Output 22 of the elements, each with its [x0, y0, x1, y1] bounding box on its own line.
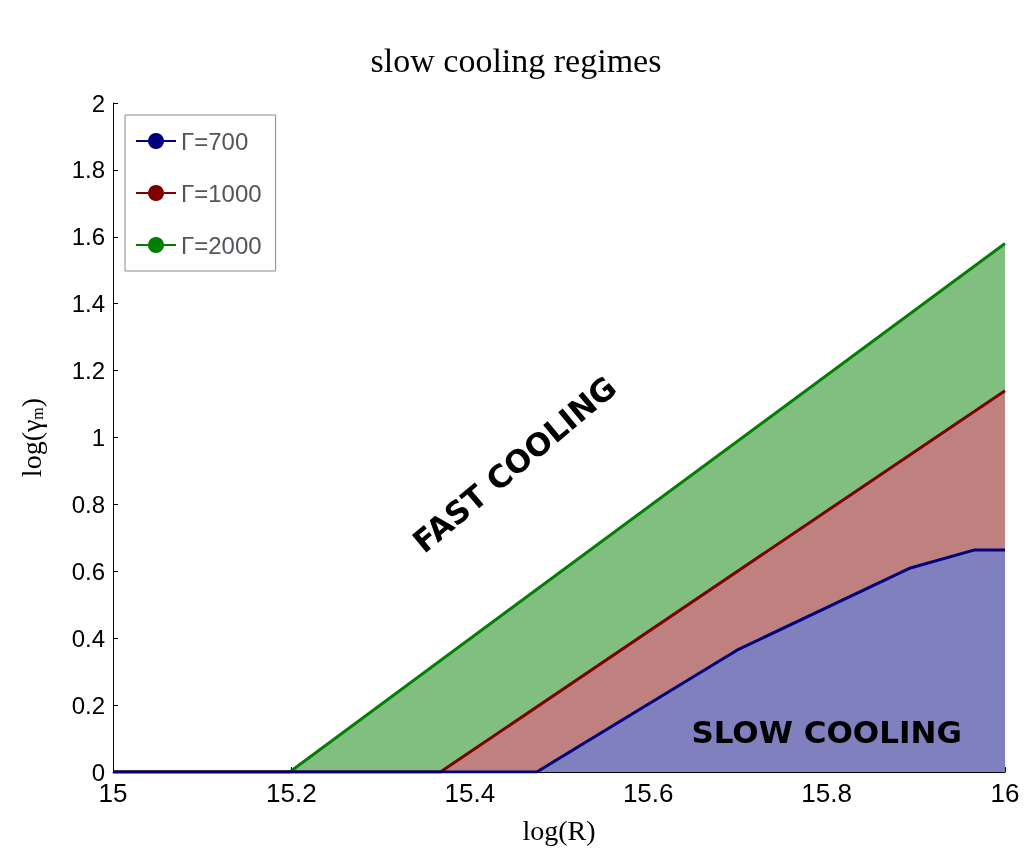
y-tick-label: 0.2: [71, 691, 105, 719]
x-tick-label: 15.4: [444, 778, 496, 808]
y-tick-label: 1.6: [71, 223, 105, 251]
x-tick-label: 15.8: [801, 778, 852, 808]
x-tick-label: 16: [990, 778, 1020, 808]
legend-label: Γ=700: [181, 127, 249, 155]
legend-label: Γ=2000: [181, 231, 262, 259]
y-tick-label: 1.2: [71, 357, 105, 385]
y-tick-label: 0.4: [71, 624, 105, 652]
legend-label: Γ=1000: [181, 179, 262, 207]
y-tick-label: 1.8: [71, 156, 105, 184]
y-tick-label: 0.6: [71, 557, 105, 585]
x-axis-title: log(R): [522, 814, 596, 846]
y-tick-label: 2: [91, 89, 105, 117]
y-axis-title: log(γm): [15, 397, 47, 478]
y-tick-label: 1: [91, 424, 105, 451]
x-tick-label: 15.6: [622, 778, 674, 808]
y-tick-label: 1.4: [71, 290, 105, 318]
annotation: SLOW COOLING: [691, 713, 962, 750]
chart-title: slow cooling regimes: [370, 41, 662, 79]
y-tick-label: 0.8: [71, 490, 105, 518]
x-tick-label: 15.2: [266, 778, 317, 808]
